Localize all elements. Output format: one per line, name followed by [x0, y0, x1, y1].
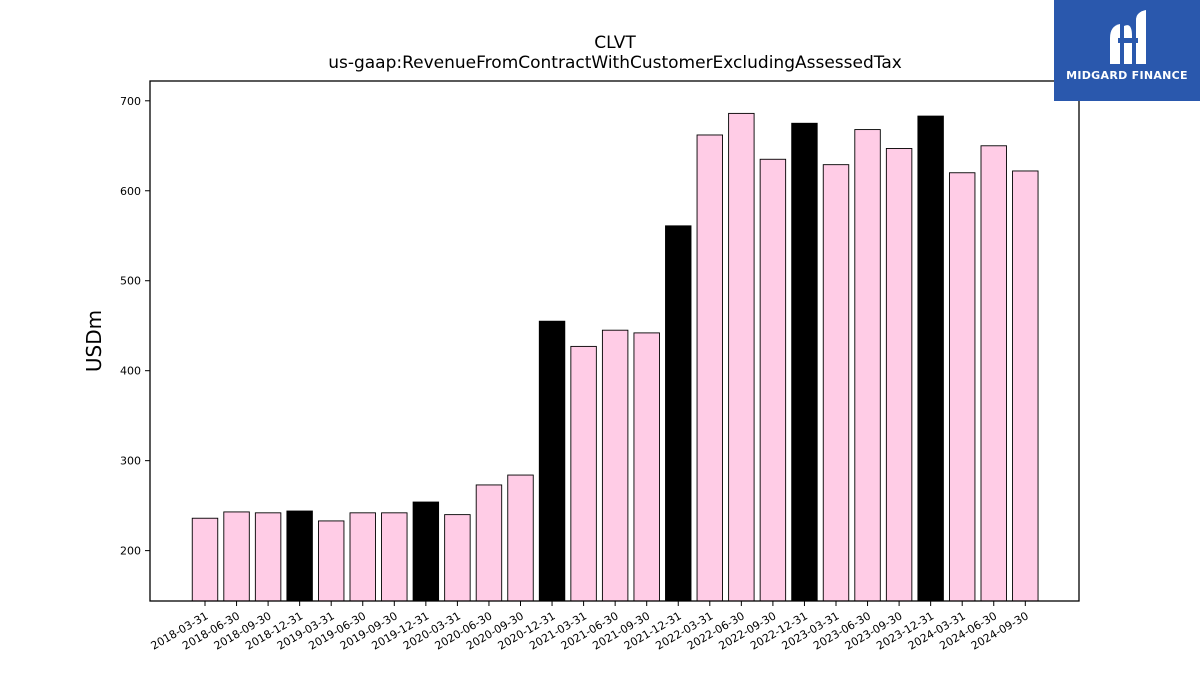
bar-2021-03-31 — [570, 345, 597, 602]
y-axis-label: USDm — [82, 310, 106, 372]
bar-2019-03-31 — [318, 520, 345, 602]
y-tick-label: 500 — [120, 275, 141, 288]
bars-group — [191, 112, 1039, 602]
bar-2023-06-30 — [854, 129, 881, 602]
bar-2023-12-31 — [917, 115, 944, 602]
y-tick-label: 300 — [120, 455, 141, 468]
bar-2019-09-30 — [381, 512, 408, 602]
midgard-logo-icon — [1110, 10, 1146, 64]
bar-2023-03-31 — [822, 164, 850, 602]
bar-2023-09-30 — [885, 148, 913, 602]
bar-2024-03-31 — [949, 172, 976, 602]
plot-frame — [149, 80, 1080, 602]
brand-logo: MIDGARD FINANCE — [1054, 0, 1200, 101]
bar-2021-12-31 — [665, 225, 692, 602]
bar-2020-06-30 — [475, 484, 503, 602]
bar-2021-06-30 — [601, 329, 629, 602]
bar-2024-09-30 — [1012, 170, 1039, 602]
bar-2019-06-30 — [349, 512, 376, 602]
bar-2021-09-30 — [633, 332, 660, 602]
y-tick-label: 600 — [120, 185, 141, 198]
bar-2018-12-31 — [286, 510, 313, 602]
bar-2022-03-31 — [696, 134, 723, 602]
bar-2018-03-31 — [191, 517, 219, 602]
x-axis: 2018-03-312018-06-302018-09-302018-12-31… — [149, 601, 1031, 653]
y-tick-label: 400 — [120, 365, 141, 378]
bar-2024-06-30 — [980, 145, 1007, 602]
bar-2020-12-31 — [538, 320, 566, 602]
bar-2019-12-31 — [412, 501, 440, 602]
bar-2022-06-30 — [728, 112, 755, 602]
bar-2020-09-30 — [507, 474, 534, 602]
bar-2022-12-31 — [791, 122, 818, 602]
y-axis: 200 300 400 500 600 700 — [120, 95, 150, 558]
bar-2020-03-31 — [444, 514, 471, 602]
bar-2018-09-30 — [254, 512, 282, 602]
bar-2018-06-30 — [223, 511, 250, 602]
bar-2022-09-30 — [759, 158, 787, 602]
y-tick-label: 700 — [120, 95, 141, 108]
logo-text: MIDGARD FINANCE — [1066, 69, 1188, 82]
chart-subtitle: us-gaap:RevenueFromContractWithCustomerE… — [328, 53, 902, 73]
y-tick-label: 200 — [120, 545, 141, 558]
chart-title: CLVT — [594, 33, 636, 53]
